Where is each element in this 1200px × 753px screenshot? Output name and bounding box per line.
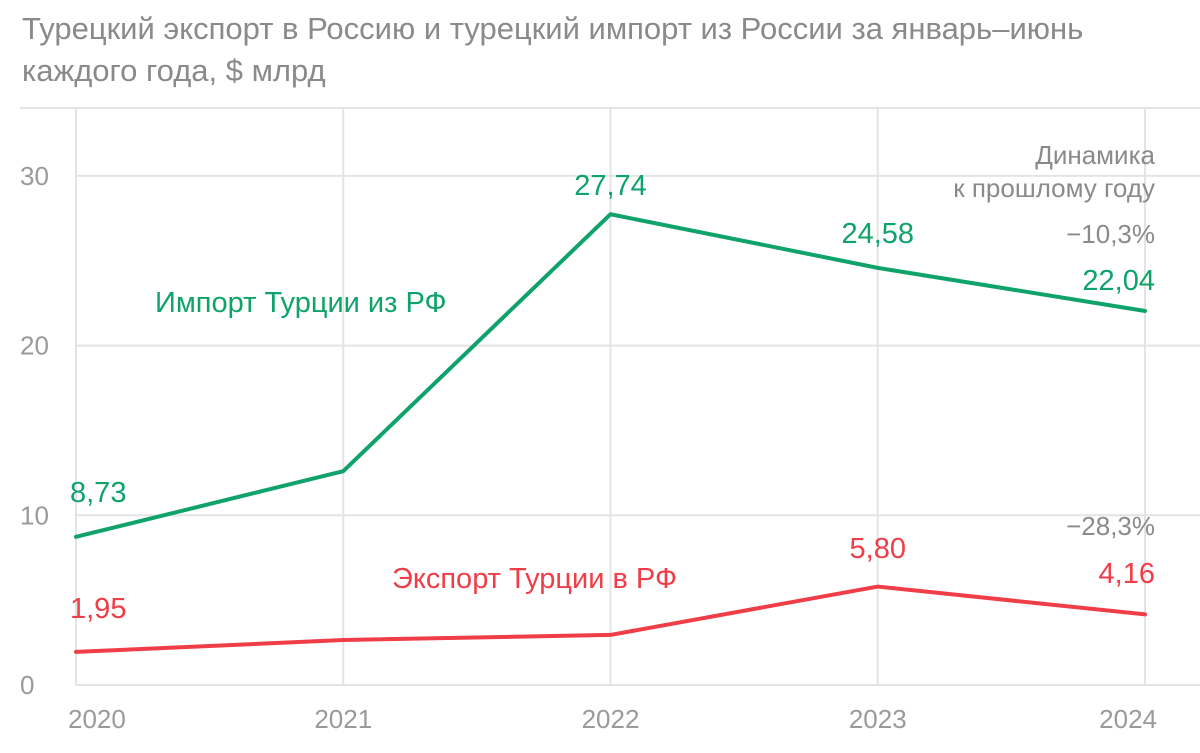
- data-label-import: 22,04: [1082, 265, 1155, 297]
- data-label-import: 24,58: [841, 218, 914, 250]
- series-line-0: [74, 212, 1147, 539]
- x-tick-label: 2022: [582, 704, 640, 734]
- dynamics-note-line1: Динамика: [1035, 140, 1155, 170]
- data-label-import: 27,74: [574, 170, 647, 202]
- y-tick-label: 0: [20, 670, 34, 700]
- change-import: −10,3%: [1066, 219, 1155, 249]
- series-lines: [74, 212, 1147, 654]
- x-tick-label: 2023: [849, 704, 907, 734]
- x-tick-label: 2021: [314, 704, 372, 734]
- series-line-1: [74, 584, 1147, 654]
- data-label-export: 4,16: [1099, 558, 1155, 590]
- data-label-import: 8,73: [70, 477, 126, 509]
- data-label-export: 1,95: [70, 593, 126, 625]
- change-export: −28,3%: [1066, 511, 1155, 541]
- series-name-import: Импорт Турции из РФ: [155, 287, 447, 319]
- data-labels: 8,73 27,74 24,58 22,04 1,95 5,80 4,16 Импорт Ту…: [70, 170, 1155, 625]
- x-axis-ticks: 2020 2021 2022 2023 2024: [68, 704, 1157, 734]
- y-tick-label: 10: [20, 500, 49, 530]
- y-axis-ticks: 0 10 20 30: [20, 161, 49, 700]
- series-name-export: Экспорт Турции в РФ: [392, 563, 677, 595]
- x-tick-label: 2024: [1099, 704, 1157, 734]
- grid: [20, 107, 1200, 686]
- x-tick-label: 2020: [68, 704, 126, 734]
- chart-title: Турецкий экспорт в Россию и турецкий имп…: [22, 11, 1084, 88]
- y-tick-label: 30: [20, 161, 49, 191]
- data-label-export: 5,80: [850, 533, 906, 565]
- y-tick-label: 20: [20, 331, 49, 361]
- dynamics-note-line2: к прошлому году: [953, 173, 1155, 203]
